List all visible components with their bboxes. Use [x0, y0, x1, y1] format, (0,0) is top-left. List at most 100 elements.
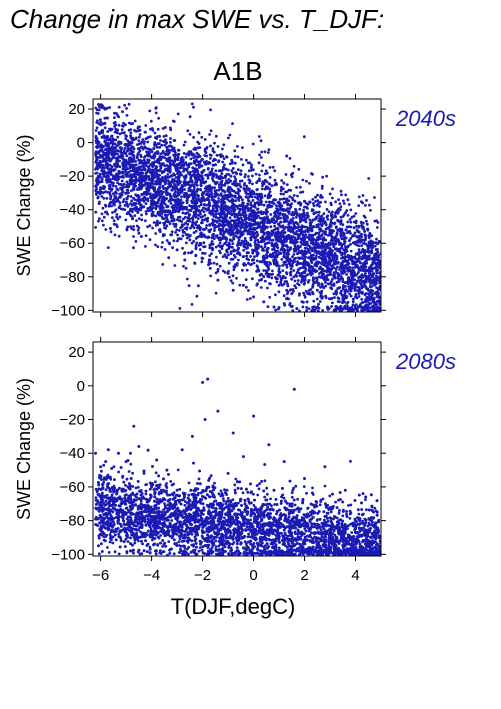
scatter-point — [146, 197, 150, 201]
scatter-point — [113, 111, 116, 115]
scatter-point — [168, 168, 172, 172]
scatter-point — [282, 231, 286, 235]
scatter-point — [230, 239, 234, 243]
scatter-point — [219, 232, 222, 236]
scatter-point — [210, 190, 213, 194]
scatter-point — [178, 175, 181, 179]
scatter-point — [183, 188, 187, 191]
scatter-point — [291, 171, 295, 175]
scatter-point — [303, 260, 307, 263]
scatter-point — [333, 252, 337, 255]
scatter-point — [136, 207, 140, 211]
scatter-point — [351, 309, 355, 312]
scatter-point — [224, 255, 228, 258]
scatter-point — [288, 195, 292, 199]
scatter-point — [216, 201, 220, 204]
scatter-point — [98, 159, 102, 163]
scatter-point — [118, 132, 122, 136]
scatter-point — [135, 219, 138, 223]
scatter-point — [293, 199, 297, 203]
scatter-point — [188, 132, 192, 136]
scatter-point — [280, 278, 283, 282]
scatter-point — [242, 241, 246, 245]
scatter-point — [163, 164, 167, 168]
scatter-point — [346, 290, 349, 293]
scatter-point — [231, 257, 235, 261]
scatter-point — [251, 199, 255, 202]
scatter-point — [227, 253, 230, 257]
scatter-point — [134, 240, 138, 243]
scatter-point — [292, 231, 296, 235]
scatter-point — [105, 159, 108, 163]
scatter-point — [269, 213, 273, 216]
scatter-point — [335, 257, 339, 261]
scatter-point — [165, 224, 169, 228]
scatter-point — [98, 105, 101, 109]
scatter-point — [143, 195, 146, 199]
scatter-point — [155, 150, 159, 154]
scatter-point — [286, 248, 289, 252]
scatter-point — [242, 255, 246, 258]
scatter-point — [165, 204, 169, 208]
scatter-point — [203, 245, 207, 249]
scatter-point — [312, 225, 315, 228]
scatter-point — [132, 182, 136, 186]
scatter-point — [298, 262, 301, 265]
scatter-point — [152, 182, 155, 186]
scatter-point — [215, 220, 219, 224]
scatter-point — [102, 151, 106, 155]
scatter-point — [233, 208, 237, 212]
scatter-point — [190, 189, 193, 193]
scatter-point — [206, 176, 210, 180]
scatter-point — [297, 167, 301, 171]
scatter-point — [271, 165, 275, 169]
scatter-point — [166, 169, 170, 173]
scatter-point — [288, 303, 292, 307]
scatter-point — [359, 238, 362, 241]
scatter-point — [327, 256, 331, 260]
scatter-point — [147, 151, 150, 155]
scatter-point — [260, 194, 263, 198]
scatter-point — [282, 181, 286, 185]
scatter-point — [292, 269, 296, 272]
scatter-point — [210, 167, 214, 171]
scatter-point — [278, 264, 281, 268]
scatter-point — [125, 227, 129, 231]
scatter-point — [115, 213, 119, 216]
scatter-point — [199, 183, 203, 187]
scatter-point — [311, 272, 314, 275]
scatter-point — [124, 192, 128, 195]
scatter-point — [266, 206, 270, 209]
scatter-point — [277, 208, 281, 212]
scatter-point — [112, 121, 116, 125]
scatter-point — [317, 255, 321, 259]
scatter-point — [269, 225, 273, 229]
scatter-point — [121, 200, 125, 204]
scatter-point — [281, 276, 285, 280]
scatter-point — [339, 233, 343, 237]
scatter-point — [357, 276, 361, 279]
scatter-point — [366, 245, 370, 249]
scatter-point — [267, 231, 270, 235]
scatter-point — [184, 183, 188, 187]
scatter-point — [221, 183, 224, 187]
scatter-point — [370, 251, 374, 255]
scatter-point — [326, 278, 330, 282]
scatter-point — [105, 174, 109, 178]
scatter-point — [374, 301, 377, 305]
scatter-point — [268, 190, 272, 194]
scatter-point — [121, 161, 125, 165]
scatter-point — [170, 148, 174, 152]
scatter-point — [302, 282, 306, 286]
scatter-point — [181, 246, 184, 250]
scatter-point — [371, 267, 375, 271]
scatter-point — [155, 160, 159, 164]
scatter-point — [360, 291, 364, 295]
scatter-point — [162, 135, 166, 138]
scatter-point — [292, 275, 296, 279]
scatter-point — [220, 247, 224, 251]
scatter-point — [167, 209, 171, 213]
scatter-point — [350, 277, 354, 281]
scatter-point — [290, 304, 294, 308]
scatter-point — [375, 286, 378, 290]
